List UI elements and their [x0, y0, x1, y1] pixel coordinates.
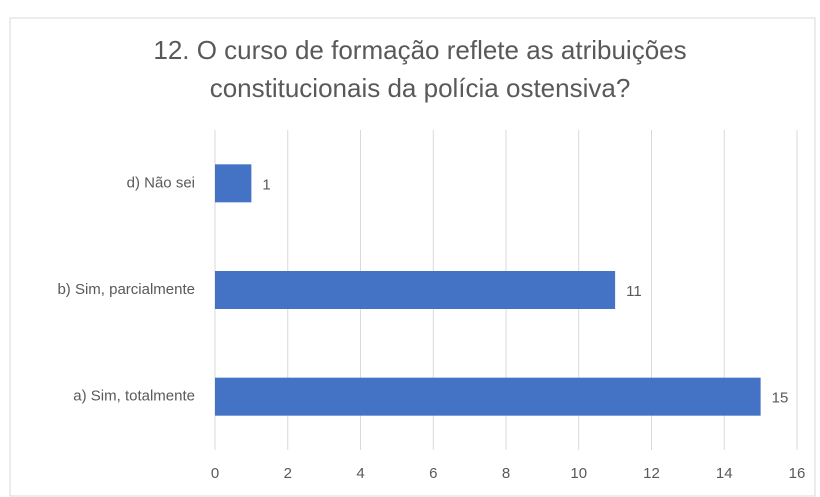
data-label: 1: [262, 176, 270, 193]
chart-border: [9, 17, 816, 497]
data-label: 11: [626, 283, 642, 300]
y-tick-label: d) Não sei: [127, 174, 195, 191]
x-tick-label: 2: [284, 465, 292, 482]
x-tick-label: 8: [502, 465, 510, 482]
bar: [215, 377, 761, 416]
bar: [215, 164, 252, 203]
x-tick-label: 10: [570, 465, 587, 482]
data-label: 15: [772, 390, 789, 407]
x-tick-label: 14: [716, 465, 733, 482]
x-tick-label: 0: [211, 465, 219, 482]
bar: [215, 271, 616, 309]
y-tick-label: b) Sim, parcialmente: [57, 281, 195, 298]
x-tick-label: 6: [429, 465, 437, 482]
y-tick-label: a) Sim, totalmente: [73, 388, 195, 405]
x-tick-label: 4: [356, 465, 364, 482]
chart-title: 12. O curso de formação reflete as atrib…: [153, 35, 686, 65]
x-tick-label: 16: [789, 465, 806, 482]
x-tick-label: 12: [643, 465, 660, 482]
chart-title: constitucionais da polícia ostensiva?: [210, 73, 631, 103]
